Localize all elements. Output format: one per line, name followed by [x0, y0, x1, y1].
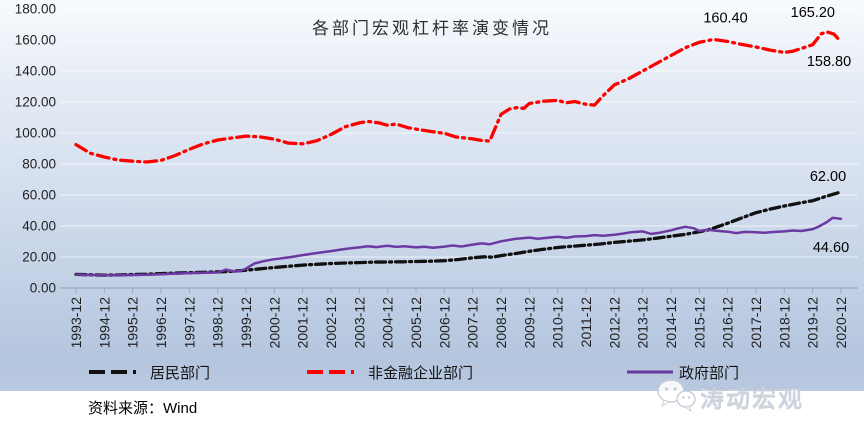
- data-label: 44.60: [813, 240, 849, 256]
- legend-item-corporate: 非金融企业部门: [306, 362, 473, 382]
- x-tick-label: 2011-12: [578, 297, 594, 348]
- y-tick-label: 40.00: [22, 219, 56, 234]
- x-tick-label: 1998-12: [210, 297, 226, 349]
- x-tick-label: 2006-12: [436, 297, 452, 349]
- x-tick-label: 2002-12: [323, 297, 339, 349]
- y-tick-label: 140.00: [15, 64, 56, 79]
- x-tick-label: 2018-12: [776, 297, 792, 349]
- plot-area: 0.00 20.00 40.00 60.00 80.00 100.00 120.00 140.…: [15, 2, 858, 349]
- series-government-line: [74, 216, 843, 277]
- x-tick-label: 2013-12: [635, 297, 651, 349]
- x-tick-label: 2010-12: [550, 297, 566, 349]
- x-tick-label: 1993-12: [68, 297, 84, 349]
- legend-label-corporate: 非金融企业部门: [368, 364, 474, 382]
- legend-marker-government-icon: [627, 370, 673, 374]
- x-tick-label: 1996-12: [153, 297, 169, 349]
- x-tick-label: 2003-12: [351, 297, 367, 349]
- data-label: 160.40: [703, 10, 747, 26]
- x-tick-label: 2017-12: [748, 297, 764, 349]
- x-tick-label: 2020-12: [833, 297, 849, 349]
- y-tick-label: 60.00: [22, 188, 56, 203]
- data-label: 62.00: [810, 169, 846, 185]
- y-tick-label: 100.00: [15, 126, 56, 141]
- x-tick-label: 2016-12: [720, 297, 736, 349]
- x-tick-label: 2001-12: [295, 297, 311, 349]
- source-note: 资料来源：Wind: [88, 400, 198, 417]
- legend-marker-household-icon: [89, 370, 144, 374]
- y-tick-label: 80.00: [22, 157, 56, 172]
- legend-label-household: 居民部门: [150, 364, 211, 382]
- x-tick-label: 1999-12: [238, 297, 254, 349]
- x-tick-label: 2014-12: [663, 297, 679, 349]
- data-label: 158.80: [807, 54, 851, 70]
- y-tick-label: 160.00: [15, 33, 56, 48]
- x-tick-label: 2019-12: [805, 297, 821, 349]
- legend-item-household: 居民部门: [88, 362, 210, 382]
- x-tick-label: 2005-12: [408, 297, 424, 349]
- x-tick-label: 2008-12: [493, 297, 509, 349]
- x-tick-label: 2015-12: [691, 297, 707, 349]
- x-tick-label: 2004-12: [380, 297, 396, 349]
- x-tick-label: 1995-12: [125, 297, 141, 349]
- x-tick-label: 2012-12: [606, 297, 622, 349]
- x-tick-label: 2000-12: [266, 297, 282, 349]
- x-tick-label: 1994-12: [96, 297, 112, 349]
- x-tick-label: 2009-12: [521, 297, 537, 349]
- legend-marker-corporate-icon: [307, 370, 362, 374]
- chart-title: 各部门宏观杠杆率演变情况: [312, 19, 552, 38]
- x-tick-label: 2007-12: [465, 297, 481, 349]
- data-label: 165.20: [791, 5, 835, 21]
- y-tick-label: 180.00: [15, 2, 56, 17]
- y-tick-label: 120.00: [15, 95, 56, 110]
- series-household-line: [74, 190, 843, 277]
- y-tick-label: 20.00: [22, 250, 56, 265]
- legend-item-government: 政府部门: [626, 362, 739, 382]
- series-corporate-line: [74, 30, 843, 164]
- y-tick-label: 0.00: [30, 281, 56, 296]
- legend-label-government: 政府部门: [679, 364, 740, 382]
- x-tick-label: 1997-12: [181, 297, 197, 349]
